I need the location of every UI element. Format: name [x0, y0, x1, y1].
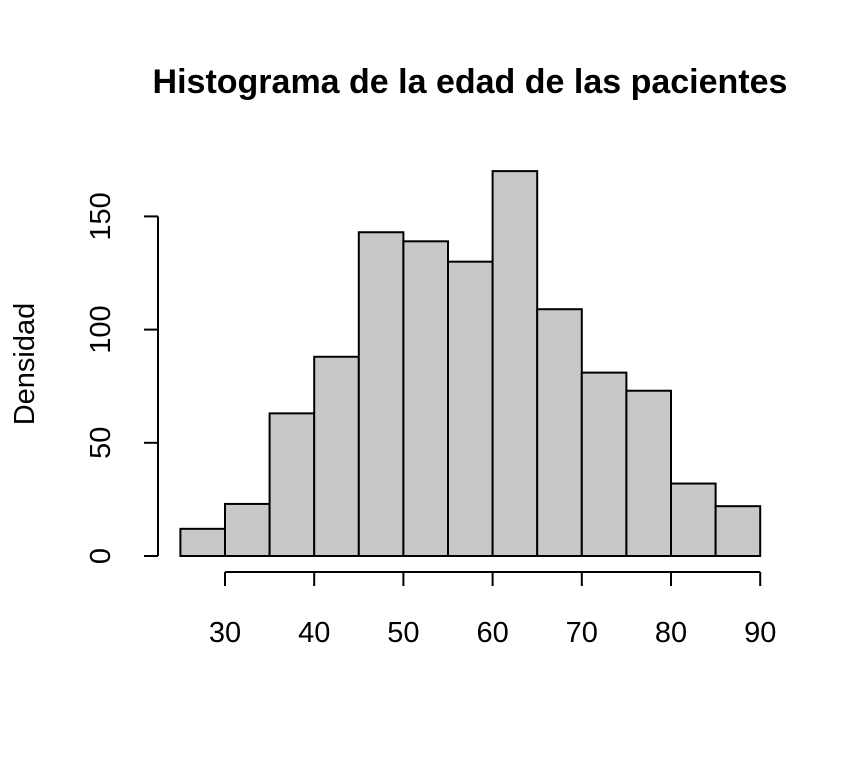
x-tick-label: 90	[744, 617, 776, 649]
histogram-bar	[714, 505, 762, 557]
histogram-bar	[491, 170, 539, 557]
y-tick-label: 150	[85, 192, 117, 240]
histogram-bar	[268, 412, 316, 558]
histogram-bar	[625, 389, 673, 557]
y-axis-label: Densidad	[9, 303, 41, 426]
histogram-bar	[179, 527, 226, 557]
bars-group	[179, 170, 762, 558]
y-axis: 0 50 100 150	[85, 192, 159, 564]
y-tick-label: 100	[85, 305, 117, 353]
x-tick-label: 80	[655, 617, 687, 649]
x-tick-label: 30	[209, 617, 241, 649]
y-tick-label: 0	[85, 548, 117, 564]
x-tick-label: 50	[387, 617, 419, 649]
y-tick-label: 50	[85, 427, 117, 459]
x-axis: 30 40 50 60 70 80 90	[209, 571, 776, 649]
histogram-bar	[536, 308, 583, 557]
histogram-bar	[313, 355, 360, 557]
histogram-bar	[357, 231, 405, 558]
histogram-bar	[670, 482, 717, 557]
x-tick-label: 60	[476, 617, 508, 649]
histogram-bar	[447, 260, 494, 557]
x-tick-label: 40	[298, 617, 330, 649]
x-tick-label: 70	[566, 617, 598, 649]
chart-title: Histograma de la edad de las pacientes	[153, 63, 788, 101]
histogram-bar	[224, 502, 271, 558]
histogram-bar	[580, 371, 628, 557]
histogram-bar	[402, 240, 449, 558]
